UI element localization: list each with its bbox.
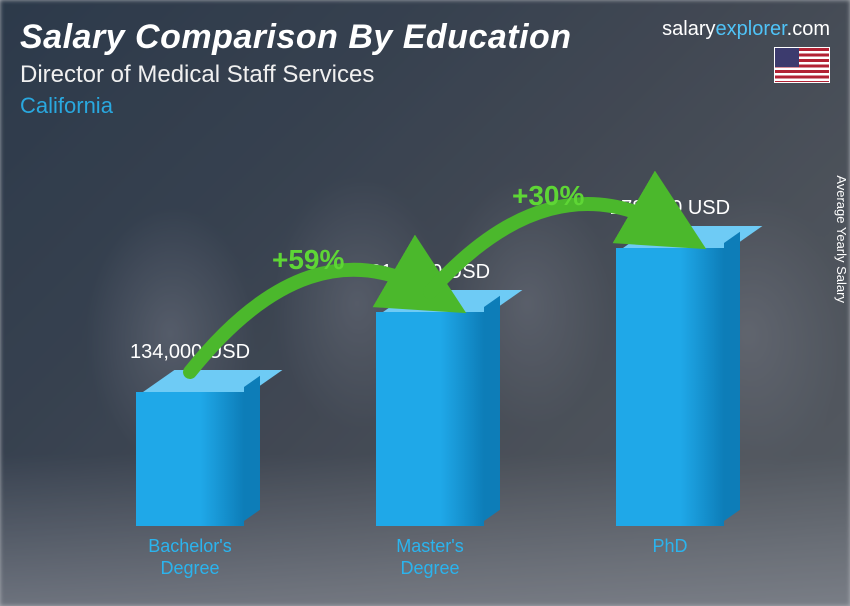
- brand-suffix: .com: [787, 18, 830, 40]
- bar-value-label: 214,000 USD: [370, 261, 490, 284]
- bar-3d: [136, 392, 244, 526]
- bar-category-label: Master'sDegree: [360, 536, 500, 586]
- bar-value-label: 278,000 USD: [610, 197, 730, 220]
- infographic-container: Salary Comparison By Education Director …: [0, 0, 850, 606]
- region-text: California: [20, 93, 830, 119]
- bar-category-label: Bachelor'sDegree: [120, 536, 260, 586]
- brand-block: salaryexplorer.com: [662, 18, 830, 83]
- bar-front: [136, 392, 244, 526]
- bar-3d: [376, 312, 484, 526]
- increase-label: +30%: [512, 180, 584, 212]
- bar-value-label: 134,000 USD: [130, 341, 250, 364]
- brand-logo: salaryexplorer.com: [662, 18, 830, 41]
- bar-side: [724, 232, 740, 521]
- brand-prefix: salary: [662, 18, 715, 40]
- brand-mid: explorer: [716, 18, 787, 40]
- bar-top: [623, 226, 762, 248]
- bar-front: [616, 248, 724, 526]
- bar-category-label: PhD: [600, 536, 740, 586]
- flag-icon: [774, 47, 830, 83]
- bar-top: [383, 290, 522, 312]
- yaxis-label: Average Yearly Salary: [835, 175, 850, 303]
- bar-group: 278,000 USDPhD: [600, 248, 740, 586]
- bar-chart: 134,000 USDBachelor'sDegree214,000 USDMa…: [60, 156, 790, 586]
- bar-group: 134,000 USDBachelor'sDegree: [120, 392, 260, 586]
- bar-3d: [616, 248, 724, 526]
- bar-top: [143, 370, 282, 392]
- bar-front: [376, 312, 484, 526]
- increase-label: +59%: [272, 244, 344, 276]
- bar-side: [244, 376, 260, 521]
- bar-group: 214,000 USDMaster'sDegree: [360, 312, 500, 586]
- bar-side: [484, 296, 500, 521]
